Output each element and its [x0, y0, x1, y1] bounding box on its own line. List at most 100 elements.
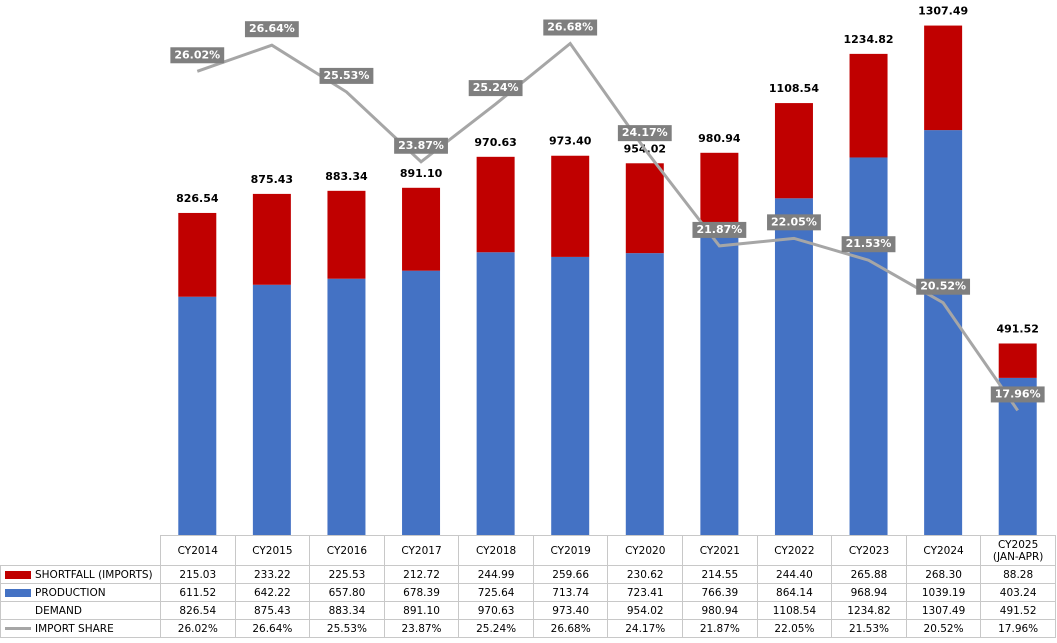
demand-label: 973.40 — [549, 135, 592, 148]
table-value: 723.41 — [607, 583, 684, 602]
import-share-line — [196, 41, 1019, 412]
category-label: CY2019 — [532, 535, 609, 566]
table-value: 20.52% — [905, 619, 982, 638]
share-label-box — [244, 21, 299, 38]
share-label-text: 21.87% — [696, 223, 742, 236]
table-value: 491.52 — [980, 601, 1056, 620]
bar-segment — [998, 343, 1037, 378]
table-value: 642.22 — [234, 583, 311, 602]
bar-segment — [252, 193, 291, 285]
bar-segment — [625, 253, 664, 535]
category-label: CY2021 — [682, 535, 758, 566]
share-label: 23.87% — [394, 137, 448, 154]
share-label-box — [617, 125, 672, 142]
table-value: 826.54 — [160, 601, 236, 620]
share-label-text: 26.64% — [249, 22, 295, 35]
demand-label: 491.52 — [996, 322, 1038, 335]
share-label-box — [692, 221, 747, 238]
share-label-box — [394, 137, 448, 154]
bar-segment — [774, 198, 813, 535]
share-label-box — [543, 19, 598, 36]
demand-label: 875.43 — [251, 173, 293, 186]
table-value: 973.40 — [532, 601, 609, 620]
category-label: CY2017 — [383, 535, 460, 566]
demand-label: 883.34 — [325, 170, 368, 183]
table-value: 26.68% — [532, 619, 609, 638]
table-value: 891.10 — [383, 601, 460, 620]
category-label: CY2018 — [458, 535, 534, 566]
table-value: 980.94 — [682, 601, 758, 620]
table-value: 244.99 — [458, 565, 534, 584]
share-label-box — [170, 47, 225, 64]
legend-key — [5, 607, 31, 615]
series-row: PRODUCTION 611.52 642.22 657.80 678.39 725.64… — [0, 583, 1056, 602]
series-row: DEMAND 826.54 875.43 883.34 891.10 970.63 973.… — [0, 601, 1056, 620]
series-row: IMPORT SHARE 26.02% 26.64% 25.53% 23.87% 25.2… — [0, 619, 1056, 638]
table-value: 265.88 — [831, 565, 907, 584]
share-label: 26.02% — [170, 47, 225, 64]
legend-name: DEMAND — [35, 604, 82, 617]
table-value: 968.94 — [831, 583, 907, 602]
share-label-text: 24.17% — [622, 126, 668, 139]
table-value: 25.24% — [458, 619, 534, 638]
bar-segment — [625, 163, 664, 254]
demand-label: 980.94 — [698, 132, 741, 145]
bar-segment — [849, 157, 888, 535]
legend-entry: DEMAND — [0, 601, 161, 620]
table-value: 766.39 — [682, 583, 758, 602]
legend-entry: SHORTFALL (IMPORTS) — [0, 565, 161, 584]
category-label: CY2020 — [607, 535, 684, 566]
table-value: 1234.82 — [831, 601, 907, 620]
legend-key — [5, 588, 31, 597]
table-value: 244.40 — [756, 565, 833, 584]
table-value: 26.64% — [234, 619, 311, 638]
share-label-text: 26.68% — [547, 21, 593, 34]
table-value: 22.05% — [756, 619, 833, 638]
share-label: 21.53% — [841, 236, 896, 253]
table-value: 1108.54 — [756, 601, 833, 620]
share-label: 22.05% — [767, 214, 821, 231]
bar-segment — [402, 187, 441, 271]
table-value: 657.80 — [309, 583, 385, 602]
legend-name: IMPORT SHARE — [35, 622, 114, 635]
category-label: CY2023 — [831, 535, 907, 566]
legend-name: PRODUCTION — [35, 586, 106, 599]
legend-entry: PRODUCTION — [0, 583, 161, 602]
demand-label: 970.63 — [474, 136, 516, 149]
bar-segment — [252, 284, 291, 535]
share-label-text: 22.05% — [771, 215, 817, 228]
share-label-text: 20.52% — [920, 280, 966, 293]
share-label-text: 25.24% — [473, 81, 519, 94]
table-value: 970.63 — [458, 601, 534, 620]
table-value: 1039.19 — [905, 583, 982, 602]
demand-label: 891.10 — [400, 167, 443, 180]
legend-name: SHORTFALL (IMPORTS) — [35, 568, 153, 581]
bar-segment — [700, 236, 739, 535]
share-label: 24.17% — [617, 125, 672, 142]
bar-segment — [327, 190, 366, 279]
table-value: 403.24 — [980, 583, 1056, 602]
demand-label: 826.54 — [176, 192, 219, 205]
table-value: 268.30 — [905, 565, 982, 584]
table-value: 21.87% — [682, 619, 758, 638]
share-label: 21.87% — [692, 221, 747, 238]
share-label-box — [319, 67, 374, 84]
bar-segment — [551, 256, 590, 535]
category-label: CY2015 — [234, 535, 311, 566]
bar-segment — [551, 155, 590, 257]
legend-key — [5, 627, 31, 630]
share-label-text: 23.87% — [398, 139, 444, 152]
bar-segment — [327, 278, 366, 535]
category-label: CY2022 — [756, 535, 833, 566]
share-label-box — [841, 236, 896, 253]
table-value: 24.17% — [607, 619, 684, 638]
table-value: 875.43 — [234, 601, 311, 620]
table-value: 1307.49 — [905, 601, 982, 620]
bar-segment — [924, 130, 963, 535]
share-label: 26.68% — [543, 19, 598, 36]
table-value: 215.03 — [160, 565, 236, 584]
share-label: 25.24% — [468, 80, 523, 97]
table-value: 233.22 — [234, 565, 311, 584]
series-row: SHORTFALL (IMPORTS) 215.03 233.22 225.53 212… — [0, 565, 1056, 584]
